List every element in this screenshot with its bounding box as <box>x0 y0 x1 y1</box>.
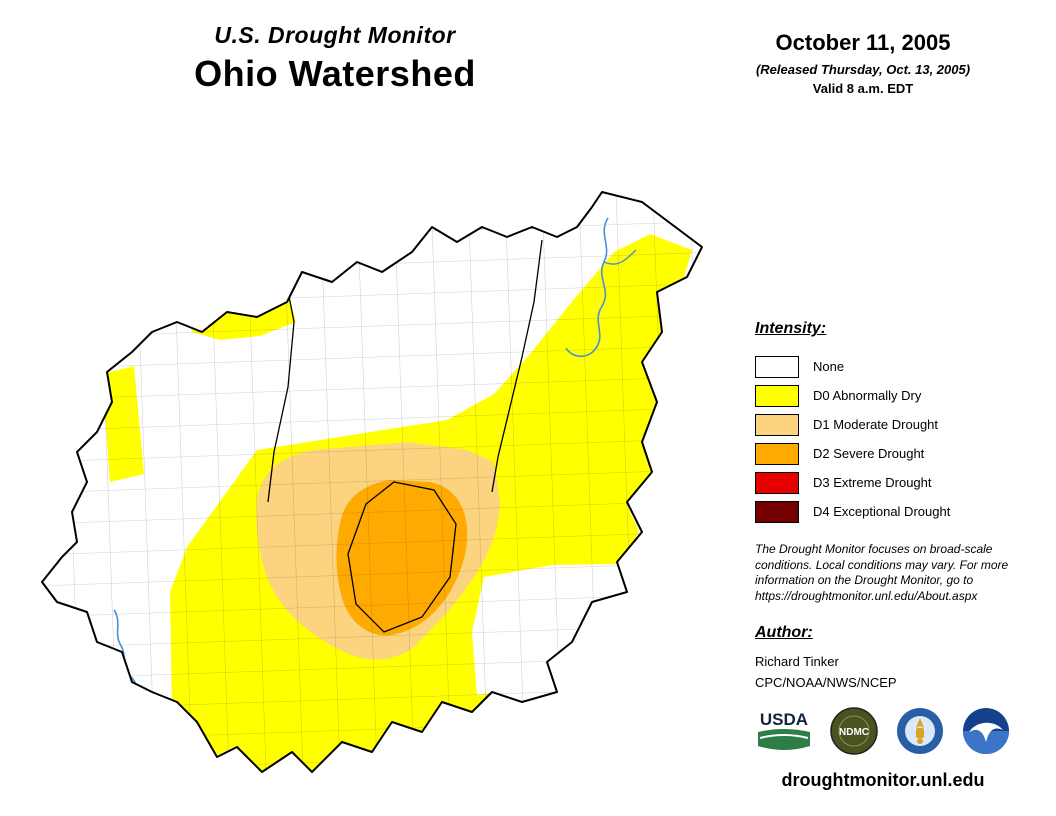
legend-heading: Intensity: <box>755 320 827 337</box>
svg-text:USDA: USDA <box>760 710 808 729</box>
report-title: U.S. Drought Monitor <box>214 22 456 48</box>
author-heading: Author: <box>755 624 813 642</box>
legend-label-d3: D3 Extreme Drought <box>813 475 932 490</box>
ndmc-logo: NDMC <box>830 707 878 756</box>
sidebar: Intensity: None D0 Abnormally Dry D1 Mod… <box>755 320 1017 791</box>
noaa-logo <box>963 708 1009 755</box>
usda-logo: USDA <box>755 708 813 755</box>
disclaimer-text: The Drought Monitor focuses on broad-sca… <box>755 542 1009 603</box>
river-northeast-branch <box>603 249 637 265</box>
title-block: U.S. Drought Monitor Ohio Watershed <box>150 22 520 95</box>
legend-item-d1: D1 Moderate Drought <box>755 410 1017 439</box>
legend-swatch-d3 <box>755 471 799 494</box>
legend-label-none: None <box>813 359 845 374</box>
author-org: CPC/NOAA/NWS/NCEP <box>755 675 897 691</box>
interior-boundary-west <box>267 269 295 503</box>
map-date: October 11, 2005 <box>775 30 951 55</box>
footer-url: droughtmonitor.unl.edu <box>781 770 985 791</box>
legend-label-d0: D0 Abnormally Dry <box>813 388 922 403</box>
date-block: October 11, 2005 (Released Thursday, Oct… <box>718 30 1008 96</box>
cpc-seal-logo <box>897 708 943 755</box>
valid-time: Valid 8 a.m. EDT <box>812 81 914 96</box>
legend-label-d4: D4 Exceptional Drought <box>813 504 951 519</box>
legend: None D0 Abnormally Dry D1 Moderate Droug… <box>755 352 1017 526</box>
river-northeast <box>565 217 609 358</box>
legend-item-d4: D4 Exceptional Drought <box>755 497 1017 526</box>
legend-item-none: None <box>755 352 1017 381</box>
county-grid <box>42 192 702 772</box>
release-date: (Released Thursday, Oct. 13, 2005) <box>755 62 971 77</box>
logo-row: USDA NDMC <box>755 706 1011 756</box>
legend-label-d1: D1 Moderate Drought <box>813 417 939 432</box>
legend-item-d0: D0 Abnormally Dry <box>755 381 1017 410</box>
legend-swatch-none <box>755 355 799 378</box>
legend-label-d2: D2 Severe Drought <box>813 446 925 461</box>
drought-map <box>22 152 728 808</box>
legend-swatch-d0 <box>755 384 799 407</box>
interior-boundary-east <box>491 239 543 493</box>
watershed-outline <box>41 191 703 773</box>
interior-boundary-central <box>347 481 457 633</box>
svg-text:NDMC: NDMC <box>839 727 869 738</box>
author-name: Richard Tinker <box>755 654 839 670</box>
legend-swatch-d2 <box>755 442 799 465</box>
region-title: Ohio Watershed <box>194 53 476 94</box>
legend-swatch-d4 <box>755 500 799 523</box>
legend-item-d2: D2 Severe Drought <box>755 439 1017 468</box>
legend-item-d3: D3 Extreme Drought <box>755 468 1017 497</box>
legend-swatch-d1 <box>755 413 799 436</box>
